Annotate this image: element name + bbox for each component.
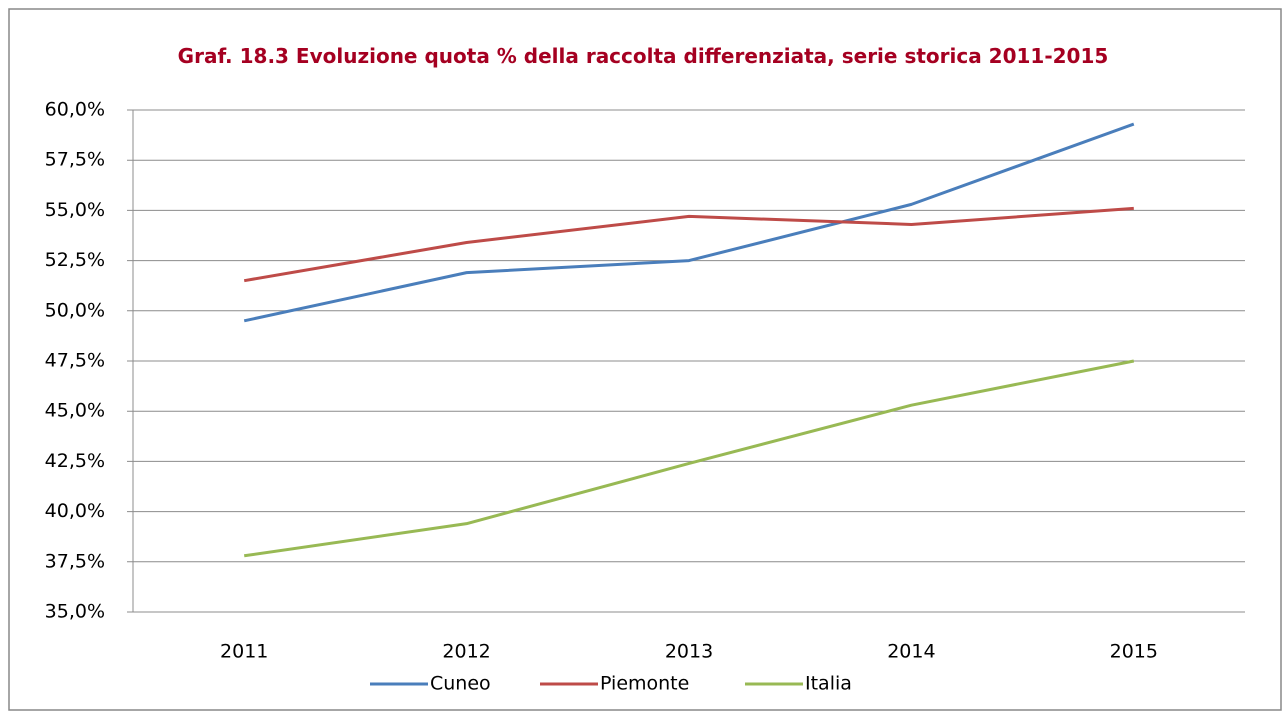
- x-tick-label: 2011: [220, 641, 268, 663]
- y-tick-label: 52,5%: [45, 249, 105, 271]
- chart-frame: [8, 8, 1282, 711]
- series-line: [243, 206, 1134, 283]
- x-tick-label: 2013: [665, 641, 713, 663]
- legend-label: Piemonte: [600, 673, 689, 695]
- y-tick-label: 55,0%: [45, 199, 105, 221]
- x-tick-label: 2015: [1110, 641, 1158, 663]
- legend-label: Cuneo: [430, 673, 491, 695]
- y-tick-label: 37,5%: [45, 550, 105, 572]
- legend-label: Italia: [805, 673, 852, 695]
- x-tick-label: 2012: [442, 641, 490, 663]
- y-tick-label: 50,0%: [45, 299, 105, 321]
- y-tick-label: 35,0%: [45, 601, 105, 623]
- chart-title: Graf. 18.3 Evoluzione quota % della racc…: [177, 44, 1109, 68]
- y-tick-label: 42,5%: [45, 450, 105, 472]
- y-tick-label: 57,5%: [45, 149, 105, 171]
- y-tick-label: 60,0%: [45, 99, 105, 121]
- y-tick-label: 40,0%: [45, 500, 105, 522]
- y-tick-label: 47,5%: [45, 350, 105, 372]
- series-line: [243, 359, 1135, 558]
- series-line: [243, 122, 1135, 323]
- y-tick-label: 45,0%: [45, 400, 105, 422]
- x-tick-label: 2014: [887, 641, 935, 663]
